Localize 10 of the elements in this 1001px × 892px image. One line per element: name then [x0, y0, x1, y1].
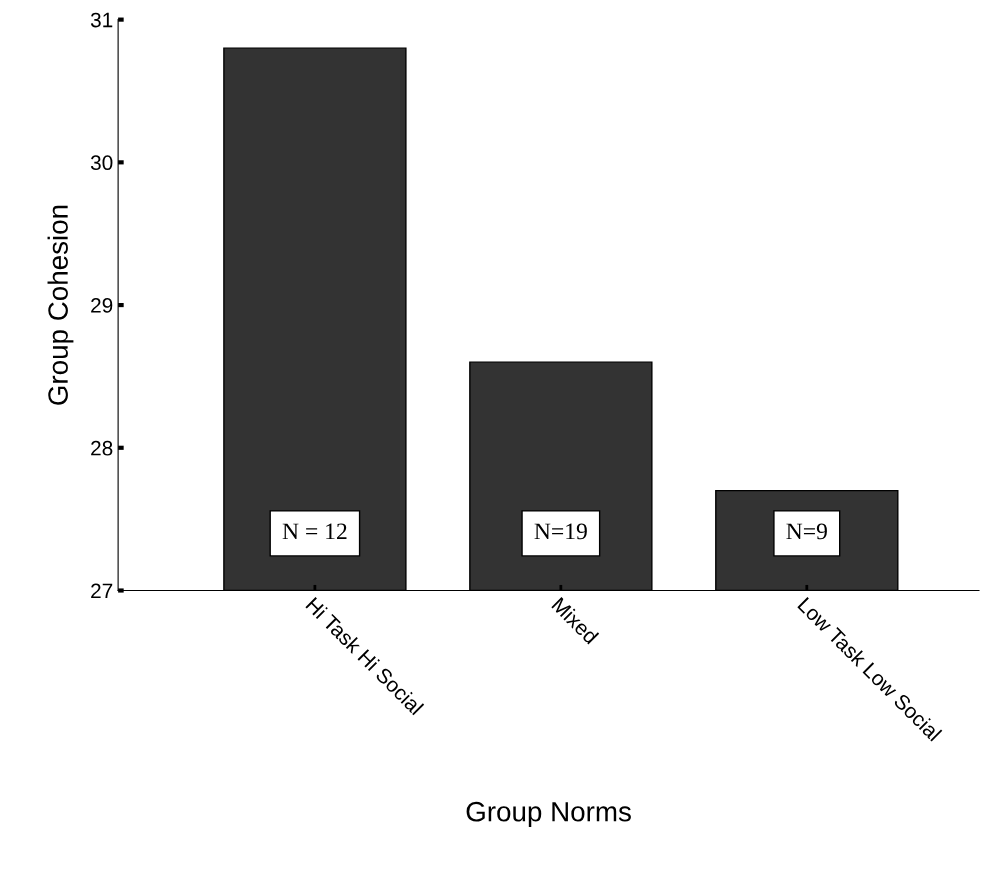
y-tick-label: 31	[90, 12, 113, 28]
annotation: N = 12	[282, 523, 347, 540]
annotation: N=19	[534, 523, 587, 540]
annotation: N=9	[786, 523, 827, 540]
y-tick-label: 28	[91, 440, 113, 456]
x-axis-title: Group Norms	[466, 801, 631, 828]
y-tick-label: 27	[91, 583, 113, 599]
y-tick-label: 29	[91, 298, 113, 313]
y-tick-label: 30	[90, 155, 113, 171]
y-axis-title: Group Cohesion	[47, 205, 74, 405]
